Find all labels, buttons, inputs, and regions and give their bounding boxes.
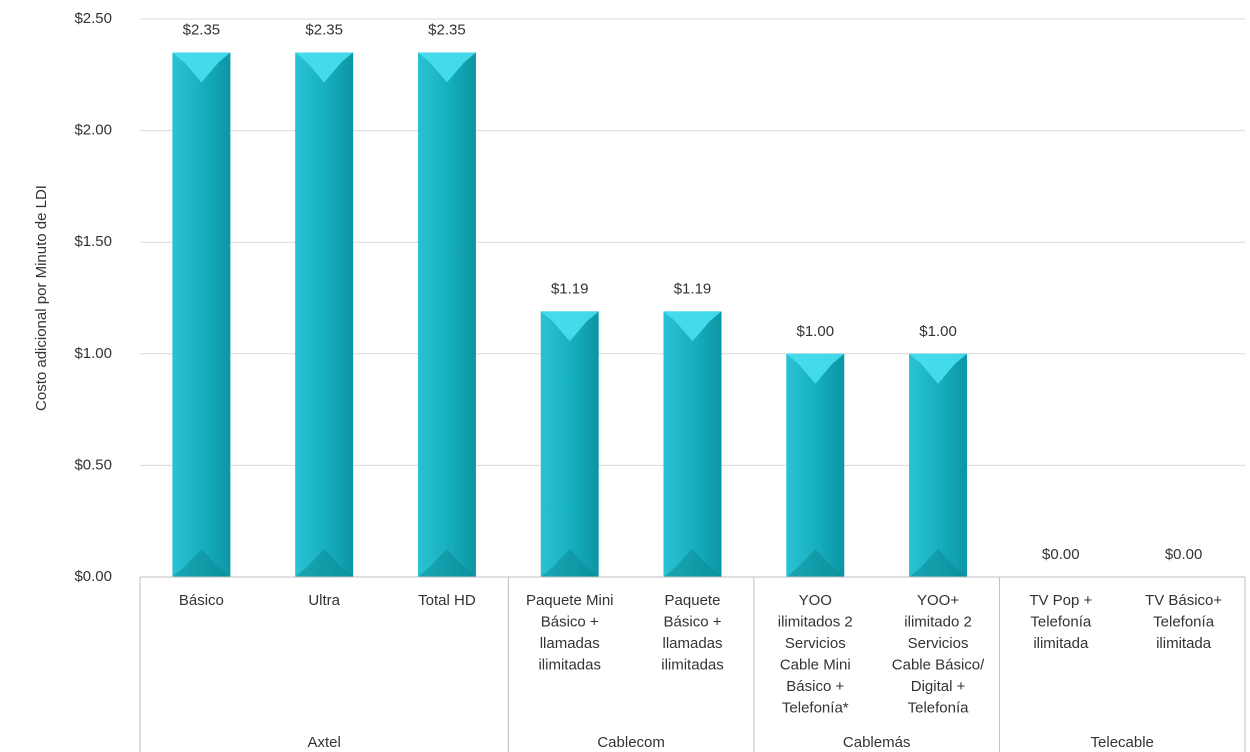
bar-bevel	[172, 52, 231, 83]
x-tick-label: ilimitados 2	[778, 613, 853, 630]
x-tick-label: Servicios	[908, 635, 969, 652]
bar-bevel	[417, 52, 476, 83]
bar-bevel	[663, 549, 722, 577]
group-label: Cablemás	[843, 734, 911, 751]
data-label: $0.00	[1042, 546, 1080, 563]
bar-group	[295, 52, 354, 578]
y-axis-label: Costo adicional por Minuto de LDI	[33, 185, 50, 411]
x-tick-label: TV Básico+	[1145, 592, 1222, 609]
data-label: $1.19	[674, 280, 712, 297]
x-tick-label: Cable Básico/	[892, 656, 985, 673]
bar-group	[172, 52, 231, 578]
x-tick-label: llamadas	[540, 635, 600, 652]
bar	[540, 311, 599, 577]
x-tick-label: Básico +	[541, 613, 599, 630]
data-label: $2.35	[305, 21, 343, 38]
y-tick-label: $0.00	[74, 568, 112, 585]
x-tick-label: ilimitado 2	[904, 613, 972, 630]
y-tick-label: $1.00	[74, 345, 112, 362]
x-tick-label: Telefonía	[1030, 613, 1092, 630]
x-tick-label: Básico +	[664, 613, 722, 630]
bar-bevel	[295, 549, 354, 577]
group-label: Telecable	[1091, 734, 1154, 751]
bar	[295, 52, 354, 578]
bar-bevel	[540, 549, 599, 577]
group-label: Cablecom	[597, 734, 665, 751]
data-label: $0.00	[1165, 546, 1203, 563]
x-tick-label: Servicios	[785, 635, 846, 652]
bar	[909, 353, 968, 577]
bar-group	[417, 52, 476, 578]
bar-bevel	[786, 353, 845, 384]
x-tick-label: Telefonía	[908, 699, 970, 716]
bar-bevel	[909, 353, 968, 384]
x-tick-label: Básico +	[786, 678, 844, 695]
bar-group	[786, 353, 845, 577]
x-tick-label: ilimitadas	[538, 656, 601, 673]
x-tick-label: YOO+	[917, 592, 959, 609]
bar-bevel	[909, 549, 968, 577]
x-tick-label: YOO	[799, 592, 832, 609]
data-label: $1.00	[797, 323, 835, 340]
bar	[417, 52, 476, 578]
x-tick-label: Cable Mini	[780, 656, 851, 673]
y-tick-label: $0.50	[74, 456, 112, 473]
bar-bevel	[172, 549, 231, 577]
x-tick-label: Telefonía	[1153, 613, 1215, 630]
x-tick-label: Ultra	[308, 592, 340, 609]
y-tick-label: $2.50	[74, 10, 112, 27]
x-tick-label: TV Pop +	[1029, 592, 1092, 609]
bar-bevel	[540, 311, 599, 342]
x-tick-label: ilimitadas	[661, 656, 724, 673]
x-tick-label: Básico	[179, 592, 224, 609]
bar-bevel	[295, 52, 354, 83]
x-tick-label: ilimitada	[1156, 635, 1212, 652]
bar	[172, 52, 231, 578]
bar-bevel	[663, 311, 722, 342]
data-label: $1.19	[551, 280, 589, 297]
x-tick-label: Digital +	[911, 678, 966, 695]
bar-bevel	[417, 549, 476, 577]
bar-group	[540, 311, 599, 577]
x-tick-label: Paquete Mini	[526, 592, 614, 609]
bar-bevel	[786, 549, 845, 577]
bar-group	[909, 353, 968, 577]
data-label: $2.35	[428, 21, 466, 38]
x-tick-label: Total HD	[418, 592, 476, 609]
bar-group	[663, 311, 722, 577]
x-tick-label: Telefonía*	[782, 699, 849, 716]
y-tick-label: $1.50	[74, 233, 112, 250]
group-label: Axtel	[307, 734, 340, 751]
x-tick-label: Paquete	[665, 592, 721, 609]
data-label: $1.00	[919, 323, 957, 340]
bar	[663, 311, 722, 577]
y-tick-label: $2.00	[74, 122, 112, 139]
x-tick-label: ilimitada	[1033, 635, 1089, 652]
x-tick-label: llamadas	[662, 635, 722, 652]
data-label: $2.35	[183, 21, 221, 38]
bar	[786, 353, 845, 577]
